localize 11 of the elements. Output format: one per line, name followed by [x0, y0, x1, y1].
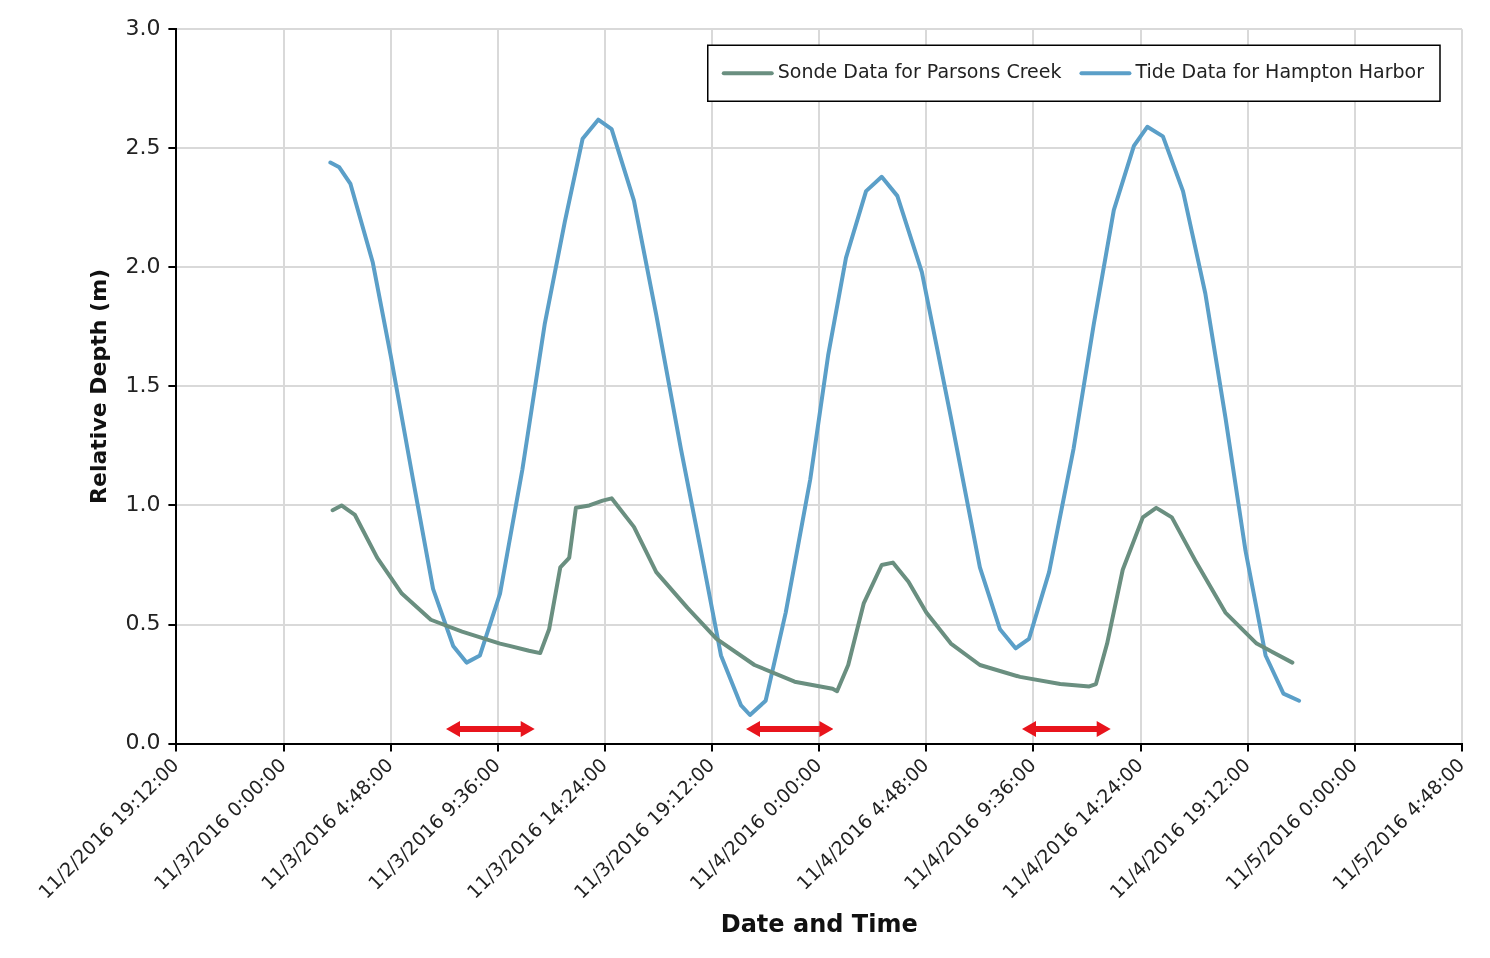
y-tick-label: 0.5 [125, 610, 161, 636]
y-tick-label: 2.0 [125, 253, 161, 279]
y-tick-label: 0.0 [125, 729, 161, 755]
y-tick-label: 2.5 [125, 133, 161, 159]
legend-label: Sonde Data for Parsons Creek [777, 60, 1062, 83]
y-tick-label: 3.0 [125, 14, 161, 40]
x-axis-title: Date and Time [720, 909, 918, 938]
y-tick-label: 1.5 [125, 372, 161, 398]
y-tick-label: 1.0 [125, 491, 161, 517]
y-axis-title: Relative Depth (m) [85, 268, 111, 504]
legend-label: Tide Data for Hampton Harbor [1134, 60, 1425, 83]
